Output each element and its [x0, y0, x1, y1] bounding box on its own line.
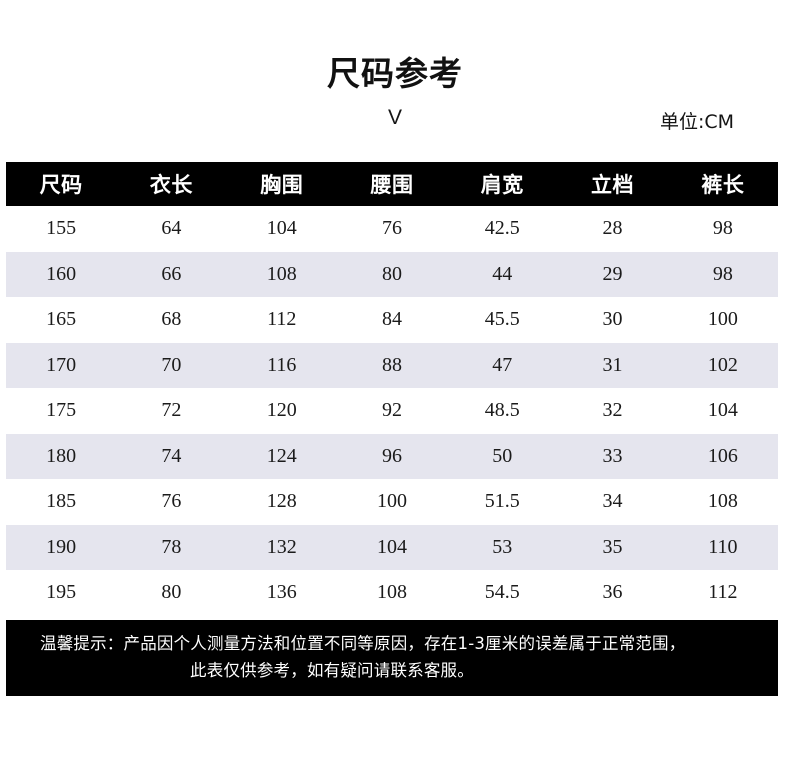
- size-table-container: 尺码 衣长 胸围 腰围 肩宽 立档 裤长 155 64 104 76 42.5 28 98 160 66 10…: [6, 162, 778, 616]
- cell-measure: 80: [381, 262, 402, 285]
- unit-label: 单位:CM: [659, 111, 734, 134]
- cell-measure: 136: [266, 581, 297, 604]
- cell-size: 180: [46, 444, 77, 467]
- cell-size: 175: [46, 399, 77, 422]
- cell-measure: 34: [602, 490, 623, 513]
- disclaimer-line-1: 温馨提示：产品因个人测量方法和位置不同等原因，存在1-3厘米的误差属于正常范围，: [40, 634, 686, 653]
- cell-measure: 29: [602, 262, 623, 285]
- cell-measure: 45.5: [484, 308, 520, 331]
- table-row: 180 74 124 96 50 33 106: [6, 433, 778, 479]
- cell-measure: 80: [161, 581, 182, 604]
- table-row: 185 76 128 100 51.5 34 108: [6, 479, 778, 525]
- cell-measure: 53: [492, 535, 513, 558]
- cell-measure: 66: [161, 262, 182, 285]
- cell-size: 190: [46, 535, 77, 558]
- cell-size: 195: [46, 581, 77, 604]
- cell-measure: 33: [602, 444, 623, 467]
- cell-measure: 68: [161, 308, 182, 331]
- cell-measure: 74: [161, 444, 182, 467]
- cell-measure: 104: [376, 535, 407, 558]
- cell-measure: 76: [381, 217, 402, 240]
- table-row: 190 78 132 104 53 35 110: [6, 524, 778, 570]
- column-header-4: 肩宽: [480, 173, 524, 197]
- cell-measure: 32: [602, 399, 623, 422]
- cell-measure: 31: [602, 353, 623, 376]
- cell-measure: 108: [376, 581, 407, 604]
- cell-measure: 28: [602, 217, 623, 240]
- table-header-row: 尺码 衣长 胸围 腰围 肩宽 立档 裤长: [6, 162, 778, 206]
- size-table-body: 155 64 104 76 42.5 28 98 160 66 108 80 44 29 98 165 68 1…: [6, 206, 778, 616]
- cell-measure: 120: [266, 399, 297, 422]
- cell-measure: 110: [708, 535, 738, 558]
- cell-measure: 112: [708, 581, 738, 604]
- cell-measure: 54.5: [484, 581, 520, 604]
- cell-measure: 64: [161, 217, 182, 240]
- cell-measure: 98: [712, 217, 733, 240]
- disclaimer-note: 温馨提示：产品因个人测量方法和位置不同等原因，存在1-3厘米的误差属于正常范围，…: [6, 620, 778, 697]
- table-row: 165 68 112 84 45.5 30 100: [6, 297, 778, 343]
- table-row: 175 72 120 92 48.5 32 104: [6, 388, 778, 434]
- cell-measure: 36: [602, 581, 623, 604]
- column-header-5: 立档: [591, 173, 635, 197]
- cell-measure: 104: [707, 399, 738, 422]
- cell-measure: 51.5: [484, 490, 520, 513]
- subheader-row: V 单位:CM: [0, 106, 790, 140]
- cell-measure: 106: [707, 444, 738, 467]
- cell-measure: 72: [161, 399, 182, 422]
- cell-measure: 88: [381, 353, 402, 376]
- cell-measure: 108: [266, 262, 297, 285]
- column-header-1: 衣长: [149, 173, 193, 197]
- cell-measure: 84: [381, 308, 402, 331]
- cell-measure: 124: [266, 444, 297, 467]
- cell-measure: 108: [707, 490, 738, 513]
- cell-measure: 92: [381, 399, 402, 422]
- column-header-2: 胸围: [260, 173, 304, 197]
- table-row: 195 80 136 108 54.5 36 112: [6, 570, 778, 616]
- cell-measure: 100: [707, 308, 738, 331]
- cell-measure: 76: [161, 490, 182, 513]
- cell-measure: 102: [707, 353, 738, 376]
- column-header-3: 腰围: [370, 173, 414, 197]
- size-table: 尺码 衣长 胸围 腰围 肩宽 立档 裤长 155 64 104 76 42.5 28 98 160 66 10…: [6, 162, 778, 616]
- cell-size: 170: [46, 353, 77, 376]
- column-header-6: 裤长: [701, 173, 745, 197]
- cell-measure: 78: [161, 535, 182, 558]
- cell-measure: 112: [267, 308, 297, 331]
- cell-size: 160: [46, 262, 77, 285]
- cell-measure: 100: [376, 490, 407, 513]
- cell-measure: 44: [492, 262, 513, 285]
- table-row: 160 66 108 80 44 29 98: [6, 251, 778, 297]
- cell-measure: 48.5: [484, 399, 520, 422]
- column-header-0: 尺码: [39, 173, 83, 197]
- cell-size: 185: [46, 490, 77, 513]
- cell-measure: 70: [161, 353, 182, 376]
- size-table-head: 尺码 衣长 胸围 腰围 肩宽 立档 裤长: [6, 162, 778, 206]
- page-title: 尺码参考: [327, 54, 463, 93]
- cell-measure: 98: [712, 262, 733, 285]
- title-block: 尺码参考 V 单位:CM: [0, 0, 790, 140]
- cell-measure: 116: [267, 353, 297, 376]
- cell-measure: 30: [602, 308, 623, 331]
- cell-measure: 35: [602, 535, 623, 558]
- cell-measure: 47: [492, 353, 513, 376]
- cell-measure: 128: [266, 490, 297, 513]
- cell-measure: 42.5: [484, 217, 520, 240]
- cell-measure: 132: [266, 535, 297, 558]
- table-row: 170 70 116 88 47 31 102: [6, 342, 778, 388]
- cell-size: 165: [46, 308, 77, 331]
- cell-measure: 50: [492, 444, 513, 467]
- size-system-mark: V: [387, 106, 402, 130]
- disclaimer-line-2: 此表仅供参考，如有疑问请联系客服。: [190, 661, 474, 681]
- table-row: 155 64 104 76 42.5 28 98: [6, 206, 778, 252]
- cell-measure: 96: [381, 444, 402, 467]
- cell-size: 155: [46, 217, 77, 240]
- cell-measure: 104: [266, 217, 297, 240]
